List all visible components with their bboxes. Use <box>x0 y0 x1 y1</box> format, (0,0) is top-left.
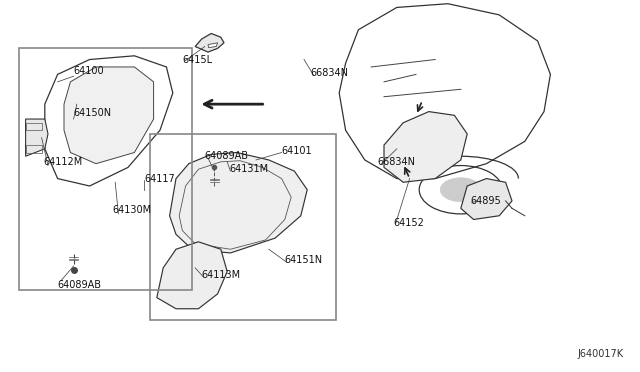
Text: 64089AB: 64089AB <box>205 151 249 161</box>
Text: 66834N: 66834N <box>378 157 415 167</box>
Text: 64100: 64100 <box>74 66 104 76</box>
Polygon shape <box>170 153 307 253</box>
Text: 64151N: 64151N <box>285 256 323 265</box>
Text: 64113M: 64113M <box>202 270 241 280</box>
Bar <box>150 134 336 320</box>
Text: J640017K: J640017K <box>578 349 624 359</box>
Polygon shape <box>157 242 227 309</box>
Polygon shape <box>26 119 48 156</box>
Polygon shape <box>384 112 467 182</box>
Text: 64089AB: 64089AB <box>58 280 102 289</box>
Polygon shape <box>208 43 218 48</box>
Text: 64117: 64117 <box>144 174 175 183</box>
Polygon shape <box>64 67 154 164</box>
Text: 64150N: 64150N <box>74 109 112 118</box>
Polygon shape <box>461 179 512 219</box>
Text: 64895: 64895 <box>470 196 501 206</box>
Circle shape <box>440 178 481 202</box>
Text: 64101: 64101 <box>282 146 312 155</box>
Bar <box>19 48 192 290</box>
Polygon shape <box>195 33 224 52</box>
Text: 66834N: 66834N <box>310 68 348 77</box>
Text: 64130M: 64130M <box>112 205 151 215</box>
Text: 64112M: 64112M <box>44 157 83 167</box>
Text: 64152: 64152 <box>394 218 424 228</box>
Text: 6415L: 6415L <box>182 55 212 64</box>
Text: 64131M: 64131M <box>229 164 268 174</box>
